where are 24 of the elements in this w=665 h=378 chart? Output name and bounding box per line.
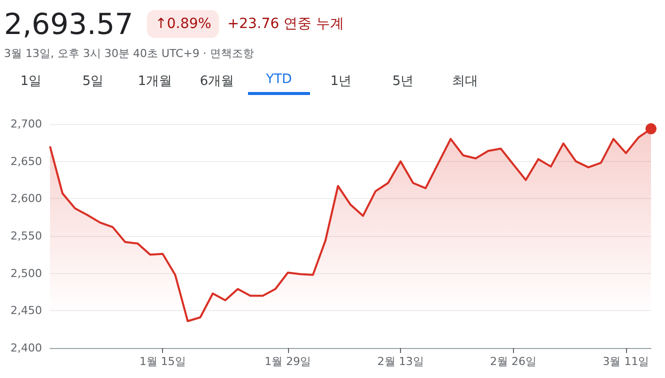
y-tick-label: 2,600: [10, 192, 42, 206]
text: 최대: [451, 73, 479, 91]
text: YTD: [248, 72, 310, 95]
text: 5년: [391, 73, 415, 91]
x-tick-label: 3월 11일: [602, 355, 650, 368]
text: 1일: [19, 73, 43, 91]
x-tick-label: 1월 29일: [264, 355, 312, 368]
text: 6개월: [198, 73, 236, 91]
chart-subtitle: 3월 13일, 오후 3시 30분 40초 UTC+9 · 면책조항: [4, 46, 254, 61]
y-tick-label: 2,450: [10, 304, 42, 318]
y-tick-label: 2,700: [10, 118, 42, 130]
y-tick-label: 2,650: [10, 154, 42, 168]
y-tick-label: 2,500: [10, 266, 42, 280]
text: ↑0.89%: [147, 10, 220, 38]
chart-title: 2,693.57: [4, 7, 134, 41]
x-tick-label: 2월 26일: [490, 355, 537, 368]
text: 1년: [329, 73, 353, 91]
text: 5일: [81, 73, 105, 91]
y-tick-label: 2,550: [10, 230, 42, 242]
x-tick-label: 1월 15일: [139, 355, 186, 368]
y-tick-label: 2,400: [10, 342, 42, 354]
x-tick-label: 2월 13일: [377, 355, 424, 368]
text: +23.76 연중 누계: [227, 15, 344, 33]
text: 1개월: [136, 73, 174, 91]
